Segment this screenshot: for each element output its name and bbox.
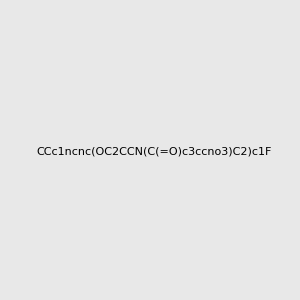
Text: CCc1ncnc(OC2CCN(C(=O)c3ccno3)C2)c1F: CCc1ncnc(OC2CCN(C(=O)c3ccno3)C2)c1F — [36, 146, 272, 157]
